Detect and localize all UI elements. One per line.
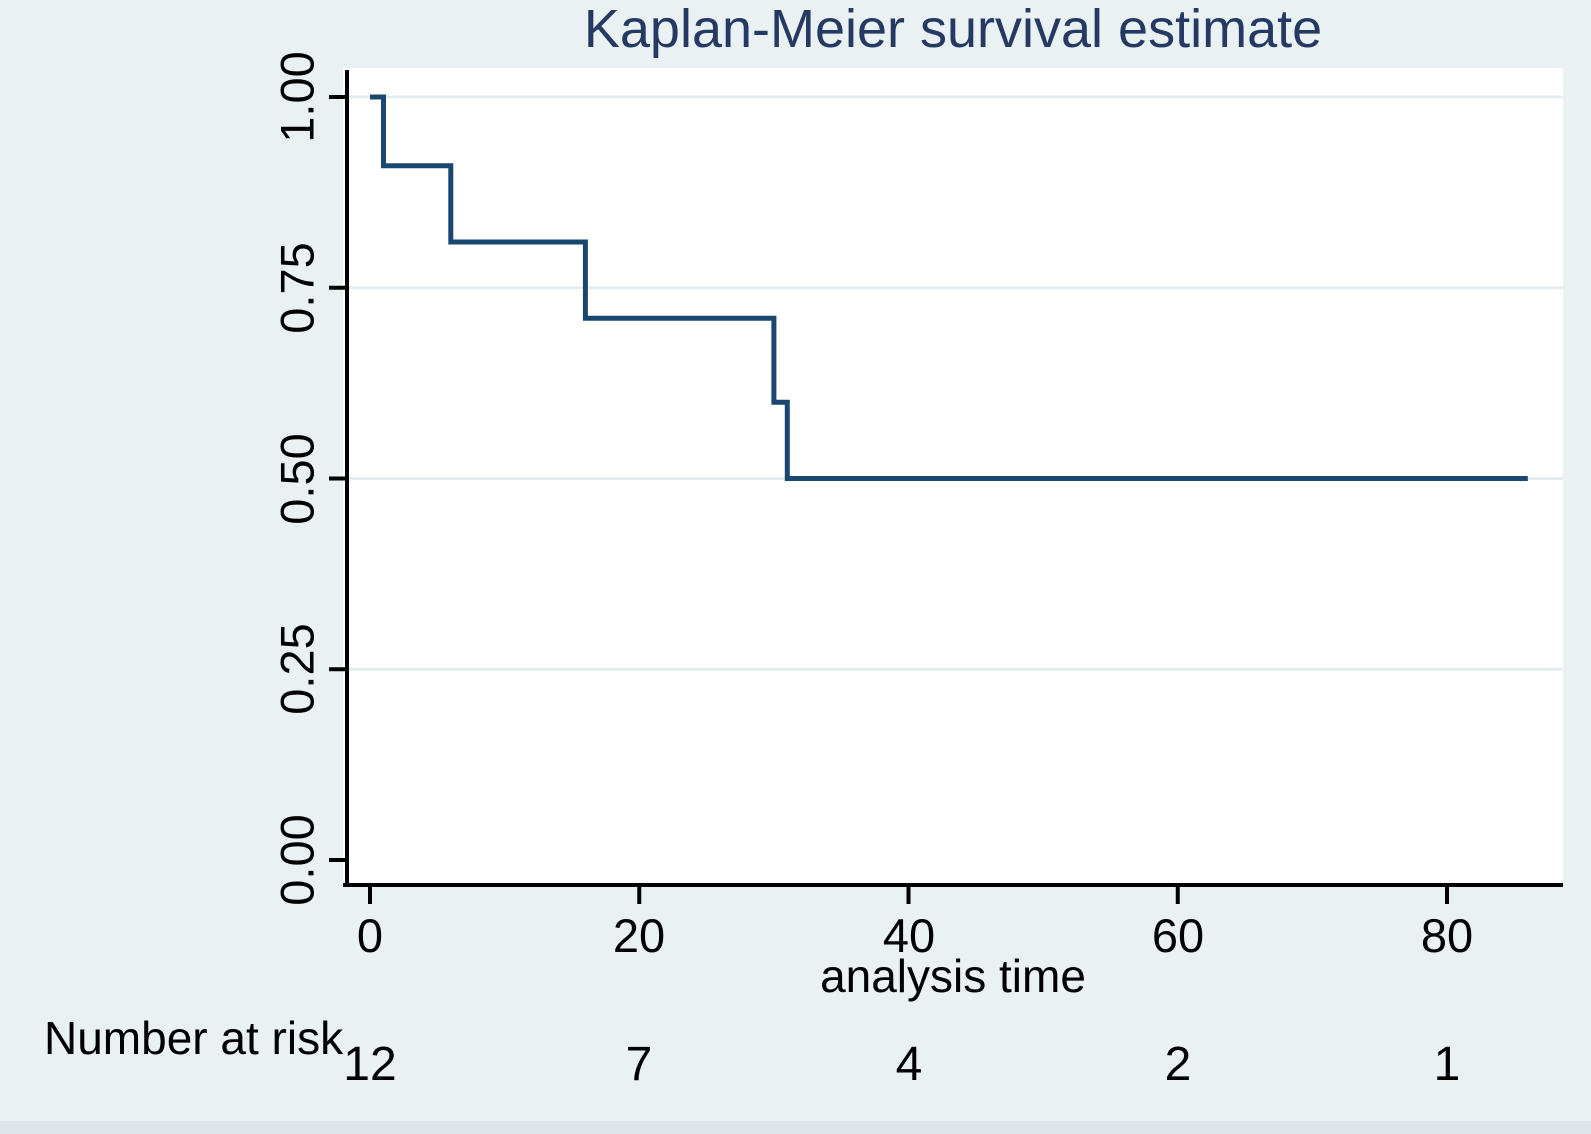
x-tick-label: 0: [356, 909, 384, 962]
y-tick-label: 0.75: [270, 242, 324, 334]
y-tick-label: 0.50: [270, 433, 324, 525]
y-tick-label: 0.25: [270, 623, 324, 715]
x-tick-label: 20: [612, 909, 666, 962]
y-tick-label: 1.00: [270, 51, 324, 143]
risk-count: 12: [343, 1038, 397, 1091]
bottom-edge-strip: [0, 1121, 1591, 1134]
risk-count: 2: [1164, 1038, 1192, 1091]
number-at-risk-label: Number at risk: [44, 1012, 344, 1064]
risk-count: 7: [625, 1038, 653, 1091]
risk-count: 4: [895, 1038, 923, 1091]
x-axis-title: analysis time: [820, 950, 1086, 1002]
survival-curve: [370, 94, 1528, 481]
x-tick-label: 60: [1151, 909, 1205, 962]
chart-title: Kaplan-Meier survival estimate: [583, 0, 1323, 59]
x-tick-label: 80: [1420, 909, 1474, 962]
x-tick-label: 40: [882, 909, 936, 962]
y-tick-label: 0.00: [270, 814, 324, 906]
risk-count: 1: [1433, 1038, 1461, 1091]
